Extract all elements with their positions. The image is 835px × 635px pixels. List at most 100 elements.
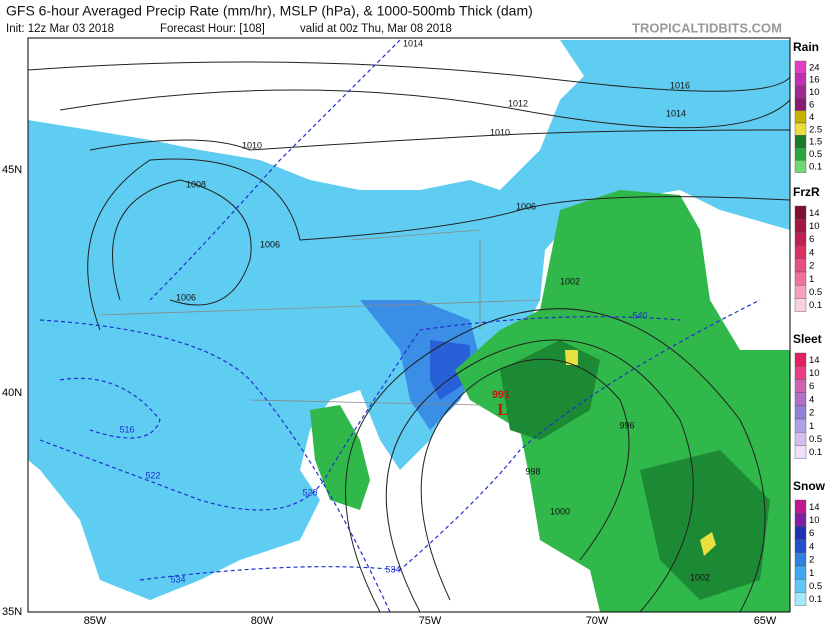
legend-swatch [794,366,807,380]
legend-label: 10 [809,515,820,526]
legend-swatch [794,418,807,433]
legend-title: Snow [793,479,826,493]
legend-label: 2.5 [809,124,822,135]
low-pressure: 991 [492,389,510,401]
isobar-label: 1012 [508,98,528,108]
legend-swatch [794,97,807,111]
legend-label: 10 [809,368,820,379]
isobar-label: 1006 [176,292,196,302]
legend-swatch [794,379,807,393]
legend-swatch [794,285,807,299]
thickness-label: 528 [302,487,317,497]
legend-label: 0.5 [809,287,822,298]
isobar-label: 1002 [560,276,580,286]
isobar-label: 1008 [186,179,206,189]
legend-label: 1 [809,568,814,579]
thickness-label: 534 [385,564,400,574]
legend-swatch [794,298,807,312]
legend-label: 6 [809,234,814,245]
isobar-label: 1014 [403,38,423,48]
thickness-label: 516 [119,424,134,434]
legend-label: 14 [809,355,820,366]
legend-label: 0.5 [809,434,822,445]
legend-swatch [794,552,807,567]
legend-swatch [794,110,807,124]
legend-swatch [794,245,807,260]
latitude-label: 35N [2,606,22,618]
legend-title: Sleet [793,332,822,346]
legend-swatch [794,513,807,527]
legend-swatch [794,405,807,420]
credit: TROPICALTIDBITS.COM [632,20,782,35]
isobar-label: 1010 [490,127,510,137]
thickness-label: 522 [145,470,160,480]
legend-swatch [794,73,807,87]
legend-swatch [794,271,807,286]
legend-label: 14 [809,208,820,219]
longitude-label: 80W [251,615,274,627]
legend-label: 6 [809,528,814,539]
init: Init: 12z Mar 03 2018 [6,23,114,35]
legend-label: 10 [809,221,820,232]
low-symbol: L [497,400,508,419]
legend-label: 0.1 [809,594,822,605]
legend-swatch [794,445,807,459]
map-frame [27,37,791,613]
legend-label: 1 [809,274,814,285]
isobar-label: 1010 [242,140,262,150]
legend-swatch [794,392,807,407]
legend-label: 0.5 [809,581,822,592]
isobar-label: 1016 [670,80,690,90]
legend-label: 4 [809,541,814,552]
isobar-label: 998 [525,466,540,476]
legend-title: FrzR [793,185,820,199]
legend-swatch [794,85,807,99]
legend-label: 4 [809,394,814,405]
valid-time: valid at 00z Thu, Mar 08 2018 [300,23,452,35]
forecast-hour: Forecast Hour: [108] [160,23,265,35]
legend-label: 0.1 [809,162,822,173]
legend-label: 24 [809,62,820,73]
legend-swatch [794,258,807,273]
legend-swatch [794,60,807,74]
legend-label: 0.1 [809,300,822,311]
title: GFS 6-hour Averaged Precip Rate (mm/hr),… [6,3,533,19]
longitude-label: 65W [754,615,777,627]
legend-label: 4 [809,247,814,258]
legend-label: 0.5 [809,149,822,160]
longitude-label: 75W [419,615,442,627]
legend-label: 2 [809,555,814,566]
legend-swatch [794,539,807,553]
longitude-label: 70W [586,615,609,627]
thickness-label: 534 [170,574,185,584]
isobar-label: 1000 [550,506,570,516]
isobar-label: 1002 [690,572,710,582]
legend-label: 0.1 [809,447,822,458]
isobar-label: 1006 [516,201,536,211]
legend-swatch [794,526,807,540]
isobar-label: 1006 [260,239,280,249]
legend-swatch [794,135,807,148]
legend-label: 2 [809,408,814,419]
legend-label: 10 [809,87,820,98]
legend-label: 1 [809,421,814,432]
isobar-label: 996 [619,420,634,430]
legend-swatch [794,205,807,220]
legend-title: Rain [793,40,819,54]
legend-swatch [794,218,807,233]
legend-swatch [794,592,807,606]
legend-label: 2 [809,261,814,272]
legend-swatch [794,579,807,593]
thickness-label: 540 [632,310,647,320]
legend-swatch [794,352,807,367]
latitude-label: 40N [2,387,22,399]
legend-swatch [794,499,807,514]
legend-swatch [794,232,807,246]
legend-label: 1.5 [809,137,822,148]
legend-label: 14 [809,502,820,513]
longitude-label: 85W [84,615,107,627]
legend-label: 4 [809,112,814,123]
legend-label: 6 [809,100,814,111]
latitude-label: 45N [2,164,22,176]
